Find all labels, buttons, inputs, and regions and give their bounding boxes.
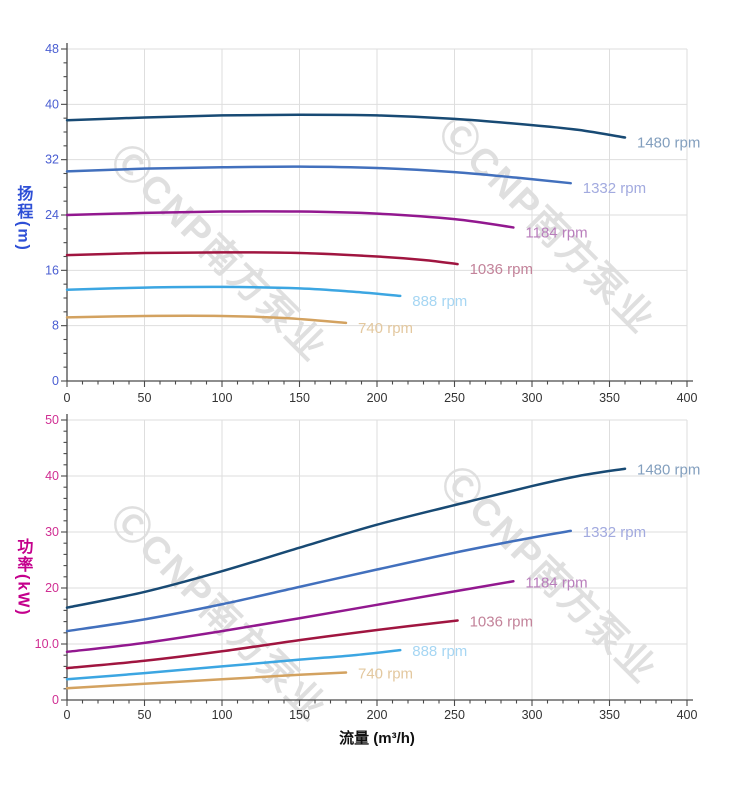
series-label-740-rpm: 740 rpm: [358, 320, 413, 337]
series-label-1036-rpm: 1036 rpm: [470, 261, 533, 278]
series-label-1480-rpm: 1480 rpm: [637, 135, 700, 152]
x-tick-label: 200: [367, 708, 388, 722]
x-tick-label: 300: [522, 391, 543, 405]
series-line-740-rpm: [65, 671, 348, 690]
series-line-1332-rpm: [65, 165, 572, 185]
x-tick-label: 150: [289, 391, 310, 405]
x-tick-label: 400: [677, 708, 698, 722]
power-axis-title: 功率(kW): [14, 538, 32, 617]
x-tick-label: 50: [138, 708, 152, 722]
x-tick-label: 100: [212, 708, 233, 722]
x-tick-label: 250: [444, 708, 465, 722]
y-tick-label: 40: [45, 97, 59, 111]
series-line-1184-rpm: [65, 580, 515, 654]
series-line-1036-rpm: [65, 251, 459, 266]
x-tick-label: 400: [677, 391, 698, 405]
x-tick-label: 350: [599, 708, 620, 722]
series-line-1332-rpm: [65, 529, 572, 633]
series-label-1332-rpm: 1332 rpm: [583, 524, 646, 541]
x-tick-label: 250: [444, 391, 465, 405]
x-tick-label: 0: [64, 708, 71, 722]
y-tick-label: 48: [45, 42, 59, 56]
y-tick-label: 0: [52, 693, 59, 707]
y-tick-label: 32: [45, 153, 59, 167]
y-tick-label: 40: [45, 469, 59, 483]
x-tick-label: 300: [522, 708, 543, 722]
series-line-888-rpm: [65, 648, 402, 681]
y-tick-label: 30: [45, 525, 59, 539]
x-tick-label: 150: [289, 708, 310, 722]
head-axis-title: 扬程(m): [14, 185, 32, 252]
y-tick-label: 0: [52, 374, 59, 388]
series-label-1036-rpm: 1036 rpm: [470, 613, 533, 630]
y-tick-label: 50: [45, 413, 59, 427]
series-line-888-rpm: [65, 285, 402, 298]
y-tick-label: 20: [45, 581, 59, 595]
x-tick-label: 0: [64, 391, 71, 405]
series-line-1480-rpm: [65, 113, 627, 139]
series-label-888-rpm: 888 rpm: [412, 643, 467, 660]
series-line-1036-rpm: [65, 619, 459, 670]
series-label-1332-rpm: 1332 rpm: [583, 180, 646, 197]
x-tick-label: 100: [212, 391, 233, 405]
flow-axis-title: 流量 (m³/h): [339, 730, 415, 747]
y-tick-label: 24: [45, 208, 59, 222]
x-tick-label: 350: [599, 391, 620, 405]
series-label-1480-rpm: 1480 rpm: [637, 462, 700, 479]
x-tick-label: 50: [138, 391, 152, 405]
series-label-1184-rpm: 1184 rpm: [525, 574, 587, 591]
x-tick-label: 200: [367, 391, 388, 405]
series-label-1184-rpm: 1184 rpm: [525, 224, 587, 241]
y-tick-label: 10.0: [35, 637, 59, 651]
series-line-1480-rpm: [65, 467, 627, 609]
y-tick-label: 8: [52, 319, 59, 333]
series-label-888-rpm: 888 rpm: [412, 293, 467, 310]
series-line-740-rpm: [65, 314, 348, 325]
series-line-1184-rpm: [65, 210, 515, 229]
series-label-740-rpm: 740 rpm: [358, 666, 413, 683]
y-tick-label: 16: [45, 263, 59, 277]
